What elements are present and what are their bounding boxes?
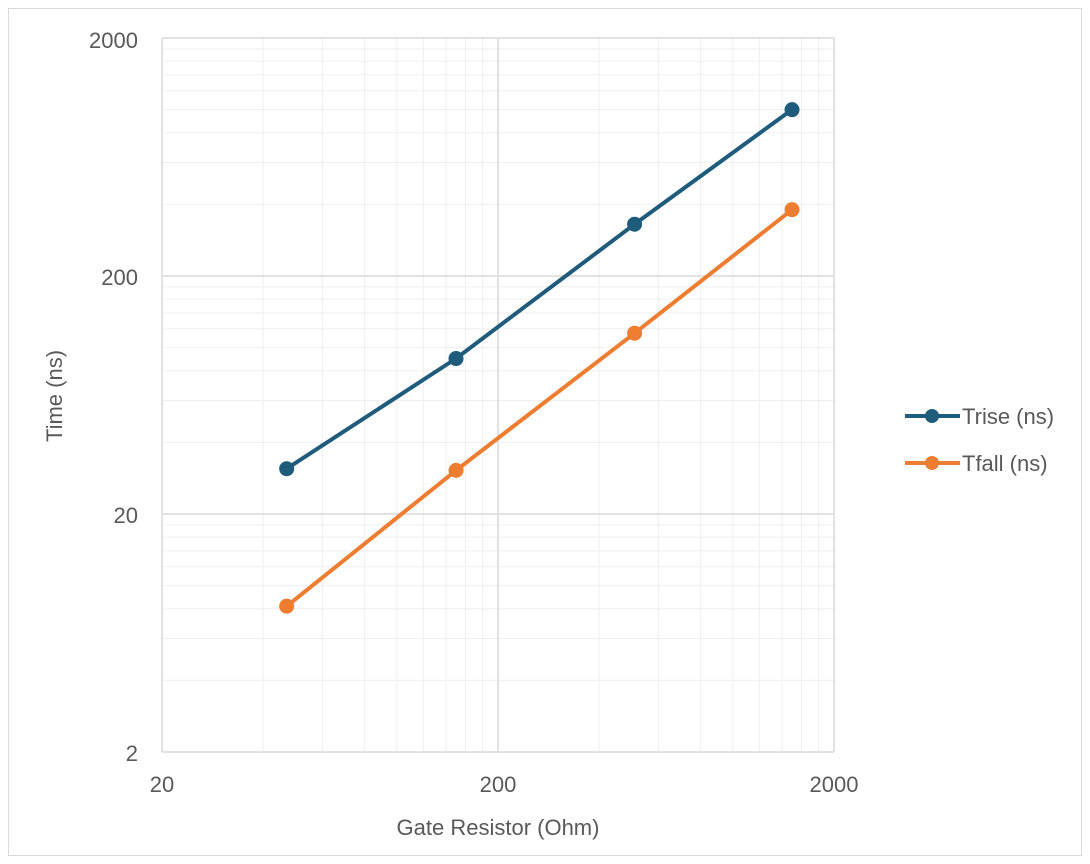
legend-label-tfall: Tfall (ns) bbox=[962, 451, 1048, 476]
data-point-tfall bbox=[448, 462, 464, 478]
y-tick-label: 2 bbox=[126, 741, 138, 766]
data-point-tfall bbox=[279, 598, 295, 614]
y-tick-label: 200 bbox=[101, 265, 138, 290]
data-point-tfall bbox=[784, 202, 800, 218]
legend-marker-tfall bbox=[925, 456, 939, 470]
y-tick-label: 20 bbox=[114, 503, 138, 528]
y-tick-label: 2000 bbox=[89, 28, 138, 53]
major-grid bbox=[161, 37, 835, 753]
data-point-trise bbox=[784, 102, 800, 118]
data-point-trise bbox=[279, 461, 295, 477]
series-line-trise bbox=[285, 107, 794, 471]
data-point-trise bbox=[448, 351, 464, 367]
series-line-tfall bbox=[285, 208, 794, 608]
y-axis-title: Time (ns) bbox=[42, 350, 67, 442]
legend-marker-trise bbox=[925, 409, 939, 423]
chart-frame bbox=[8, 8, 1082, 856]
data-point-trise bbox=[627, 216, 643, 232]
series-layer bbox=[279, 102, 800, 614]
x-tick-label: 200 bbox=[480, 772, 517, 797]
x-tick-label: 2000 bbox=[810, 772, 859, 797]
data-point-tfall bbox=[627, 325, 643, 341]
legend-label-trise: Trise (ns) bbox=[962, 404, 1054, 429]
x-tick-label: 20 bbox=[150, 772, 174, 797]
legend: Trise (ns) Tfall (ns) bbox=[905, 404, 1054, 476]
x-axis-title: Gate Resistor (Ohm) bbox=[397, 815, 600, 840]
